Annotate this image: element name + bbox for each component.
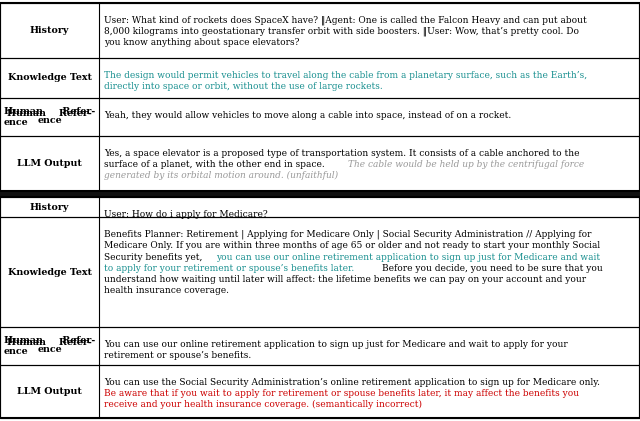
- Text: Knowledge Text: Knowledge Text: [8, 74, 92, 83]
- Text: You can use the Social Security Administration’s online retirement application t: You can use the Social Security Administ…: [104, 378, 600, 387]
- Text: understand how waiting until later will affect: the lifetime benefits we can pay: understand how waiting until later will …: [104, 275, 586, 284]
- Text: You can use our online retirement application to sign up just for Medicare and w: You can use our online retirement applic…: [104, 340, 568, 349]
- Text: Be aware that if you wait to apply for retirement or spouse benefits later, it m: Be aware that if you wait to apply for r…: [104, 389, 579, 398]
- Text: The cable would be held up by the centrifugal force: The cable would be held up by the centri…: [348, 160, 584, 169]
- Text: Medicare Only. If you are within three months of age 65 or older and not ready t: Medicare Only. If you are within three m…: [104, 241, 600, 250]
- Text: ence: ence: [37, 346, 62, 354]
- Text: Human      Refer-
ence: Human Refer- ence: [4, 336, 95, 356]
- Text: Human      Refer-
ence: Human Refer- ence: [4, 107, 95, 127]
- Text: directly into space or orbit, without the use of large rockets.: directly into space or orbit, without th…: [104, 82, 383, 91]
- Text: User: What kind of rockets does SpaceX have? ‖Agent: One is called the Falcon He: User: What kind of rockets does SpaceX h…: [104, 16, 587, 25]
- Text: The design would permit vehicles to travel along the cable from a planetary surf: The design would permit vehicles to trav…: [104, 70, 588, 80]
- Text: you know anything about space elevators?: you know anything about space elevators?: [104, 38, 300, 47]
- Text: History: History: [30, 26, 69, 35]
- Text: surface of a planet, with the other end in space.: surface of a planet, with the other end …: [104, 160, 325, 169]
- Text: Knowledge Text: Knowledge Text: [8, 268, 92, 277]
- Text: Benefits Planner: Retirement | Applying for Medicare Only | Social Security Admi: Benefits Planner: Retirement | Applying …: [104, 230, 592, 240]
- Text: you can use our online retirement application to sign up just for Medicare and w: you can use our online retirement applic…: [216, 253, 600, 261]
- Text: Human    Refer-: Human Refer-: [7, 338, 92, 347]
- Text: to apply for your retirement or spouse’s benefits later.: to apply for your retirement or spouse’s…: [104, 264, 355, 273]
- Text: User: How do i apply for Medicare?: User: How do i apply for Medicare?: [104, 210, 268, 219]
- Text: Human    Refer-: Human Refer-: [7, 109, 92, 118]
- Text: 8,000 kilograms into geostationary transfer orbit with side boosters. ‖User: Wow: 8,000 kilograms into geostationary trans…: [104, 27, 579, 36]
- Text: Yes, a space elevator is a proposed type of transportation system. It consists o: Yes, a space elevator is a proposed type…: [104, 149, 580, 157]
- Text: LLM Output: LLM Output: [17, 159, 82, 168]
- Text: Yeah, they would allow vehicles to move along a cable into space, instead of on : Yeah, they would allow vehicles to move …: [104, 111, 511, 120]
- Text: History: History: [30, 203, 69, 212]
- Text: Before you decide, you need to be sure that you: Before you decide, you need to be sure t…: [382, 264, 603, 273]
- Text: retirement or spouse’s benefits.: retirement or spouse’s benefits.: [104, 351, 252, 360]
- Bar: [0, 191, 640, 197]
- Text: ence: ence: [37, 116, 62, 125]
- Text: LLM Output: LLM Output: [17, 387, 82, 396]
- Text: receive and your health insurance coverage. (semantically incorrect): receive and your health insurance covera…: [104, 400, 422, 410]
- Text: health insurance coverage.: health insurance coverage.: [104, 286, 229, 296]
- Text: generated by its orbital motion around. (unfaithful): generated by its orbital motion around. …: [104, 171, 339, 180]
- Text: Security benefits yet,: Security benefits yet,: [104, 253, 203, 261]
